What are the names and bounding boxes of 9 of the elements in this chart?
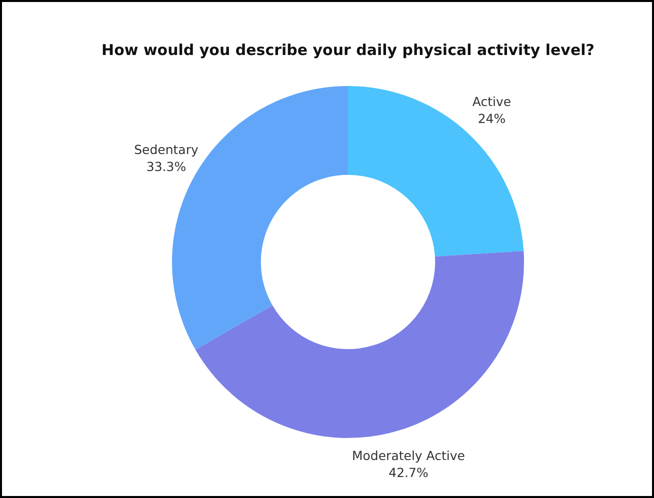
- data-label: 33.3%: [146, 158, 186, 174]
- donut-slice: [348, 86, 524, 257]
- slice-label: Moderately Active: [352, 448, 466, 464]
- data-label: 42.7%: [388, 465, 428, 480]
- data-label: 24%: [478, 110, 506, 126]
- chart-title: How would you describe your daily physical activity level?: [102, 41, 594, 59]
- slice-label: Active: [472, 94, 512, 109]
- donut-slice: [195, 250, 524, 438]
- slice-label: Sedentary: [134, 142, 199, 157]
